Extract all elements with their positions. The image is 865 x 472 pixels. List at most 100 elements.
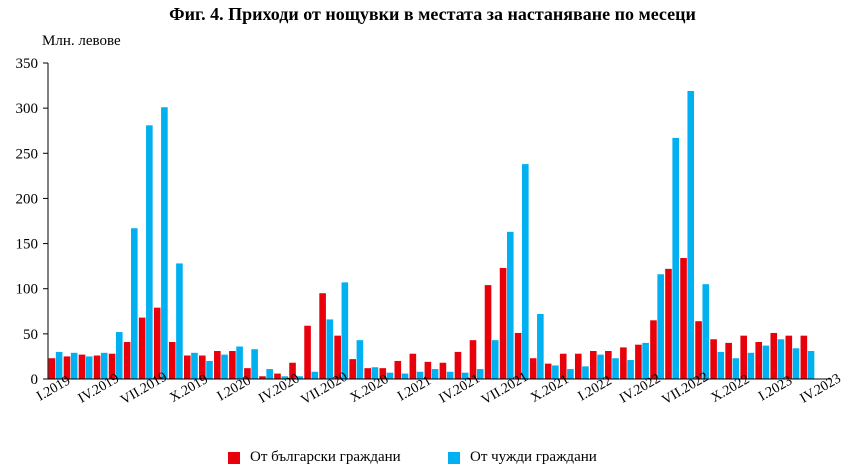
bar-foreign (176, 263, 183, 379)
bar-bulgarian (63, 356, 71, 379)
bar-foreign (792, 348, 800, 379)
y-tick-label: 350 (16, 56, 39, 72)
bar-bulgarian (514, 332, 522, 379)
bar-bulgarian (229, 351, 236, 379)
bar-foreign (491, 340, 499, 379)
bar-bulgarian (439, 362, 447, 379)
bar-foreign (55, 351, 63, 379)
legend-label-foreign: От чужди граждани (470, 449, 597, 465)
bar-foreign (807, 351, 815, 379)
bar-bulgarian (499, 267, 507, 379)
bar-foreign (401, 373, 409, 379)
bar-bulgarian (695, 321, 702, 379)
bar-foreign (476, 369, 484, 379)
bar-foreign (311, 371, 319, 379)
bar-foreign (672, 137, 679, 379)
bar-bulgarian (244, 368, 251, 379)
bar-bulgarian (590, 351, 597, 379)
bar-foreign (161, 107, 168, 380)
bar-bulgarian (800, 335, 808, 379)
bar-foreign (326, 319, 334, 379)
bar-foreign (747, 352, 755, 379)
bar-foreign (446, 371, 454, 379)
bar-bulgarian (710, 339, 717, 379)
bar-foreign (702, 284, 710, 379)
bar-bulgarian (559, 353, 567, 379)
y-tick-label: 300 (16, 101, 39, 117)
bar-foreign (266, 369, 273, 379)
bar-foreign (146, 125, 153, 379)
bar-foreign (717, 351, 725, 379)
bar-foreign (131, 228, 138, 379)
bar-foreign (356, 340, 364, 379)
bar-bulgarian (259, 376, 266, 379)
bar-bulgarian (379, 368, 387, 379)
bar-foreign (537, 313, 544, 379)
bar-foreign (522, 164, 529, 379)
bar-bulgarian (484, 285, 492, 379)
bar-bulgarian (168, 341, 176, 379)
bar-foreign (236, 346, 243, 379)
legend-label-bulgarian: От български граждани (250, 449, 401, 465)
bar-bulgarian (108, 353, 116, 379)
y-axis-unit-label: Млн. левове (42, 33, 121, 49)
bar-foreign (431, 369, 439, 379)
bar-foreign (386, 372, 394, 379)
bar-bulgarian (529, 358, 537, 379)
bar-bulgarian (409, 353, 417, 379)
bar-bulgarian (454, 351, 462, 379)
chart-title: Фиг. 4. Приходи от нощувки в местата за … (169, 4, 696, 24)
bar-foreign (762, 345, 770, 379)
bar-bulgarian (665, 268, 672, 379)
bar-bulgarian (725, 342, 732, 379)
bar-foreign (191, 352, 198, 379)
bar-bulgarian (274, 373, 281, 379)
bar-bulgarian (199, 355, 206, 379)
bar-bulgarian (620, 347, 627, 379)
y-tick-label: 150 (16, 237, 39, 253)
legend-swatch-foreign (448, 451, 460, 464)
y-tick-label: 0 (31, 372, 39, 388)
bar-bulgarian (289, 362, 296, 379)
bar-foreign (281, 376, 288, 379)
bar-foreign (552, 365, 559, 379)
bar-bulgarian (183, 355, 191, 379)
bar-bulgarian (319, 293, 326, 379)
legend-item-bulgarian: От български граждани (228, 449, 401, 466)
bar-bulgarian (785, 335, 793, 379)
y-tick-label: 200 (16, 191, 39, 207)
bar-bulgarian (424, 361, 432, 379)
bar-bulgarian (574, 353, 582, 379)
y-tick-label: 50 (23, 327, 38, 343)
bar-foreign (115, 332, 123, 379)
bar-foreign (296, 376, 304, 379)
bar-foreign (416, 371, 424, 379)
bar-foreign (206, 360, 213, 379)
bar-foreign (251, 349, 258, 379)
bar-bulgarian (138, 317, 146, 379)
bar-foreign (627, 360, 634, 379)
bar-foreign (567, 369, 574, 379)
bar-bulgarian (740, 335, 747, 379)
bar-bulgarian (394, 360, 402, 379)
bar-bulgarian (334, 335, 341, 379)
bar-bulgarian (544, 363, 552, 379)
y-tick-label: 250 (16, 146, 39, 162)
bar-foreign (687, 90, 695, 379)
bar-bulgarian (364, 368, 372, 379)
bar-foreign (85, 356, 93, 379)
bar-bulgarian (349, 359, 356, 379)
bar-bulgarian (605, 351, 612, 379)
bar-bulgarian (770, 332, 778, 379)
bar-bulgarian (650, 320, 657, 379)
bar-bulgarian (153, 307, 161, 379)
legend-swatch-bulgarian (228, 451, 240, 464)
bar-foreign (642, 342, 649, 379)
bar-bulgarian (304, 325, 311, 379)
bar-bulgarian (78, 354, 86, 379)
bar-foreign (100, 352, 108, 379)
bar-foreign (341, 282, 349, 379)
bar-foreign (777, 339, 785, 379)
bar-foreign (612, 358, 619, 379)
